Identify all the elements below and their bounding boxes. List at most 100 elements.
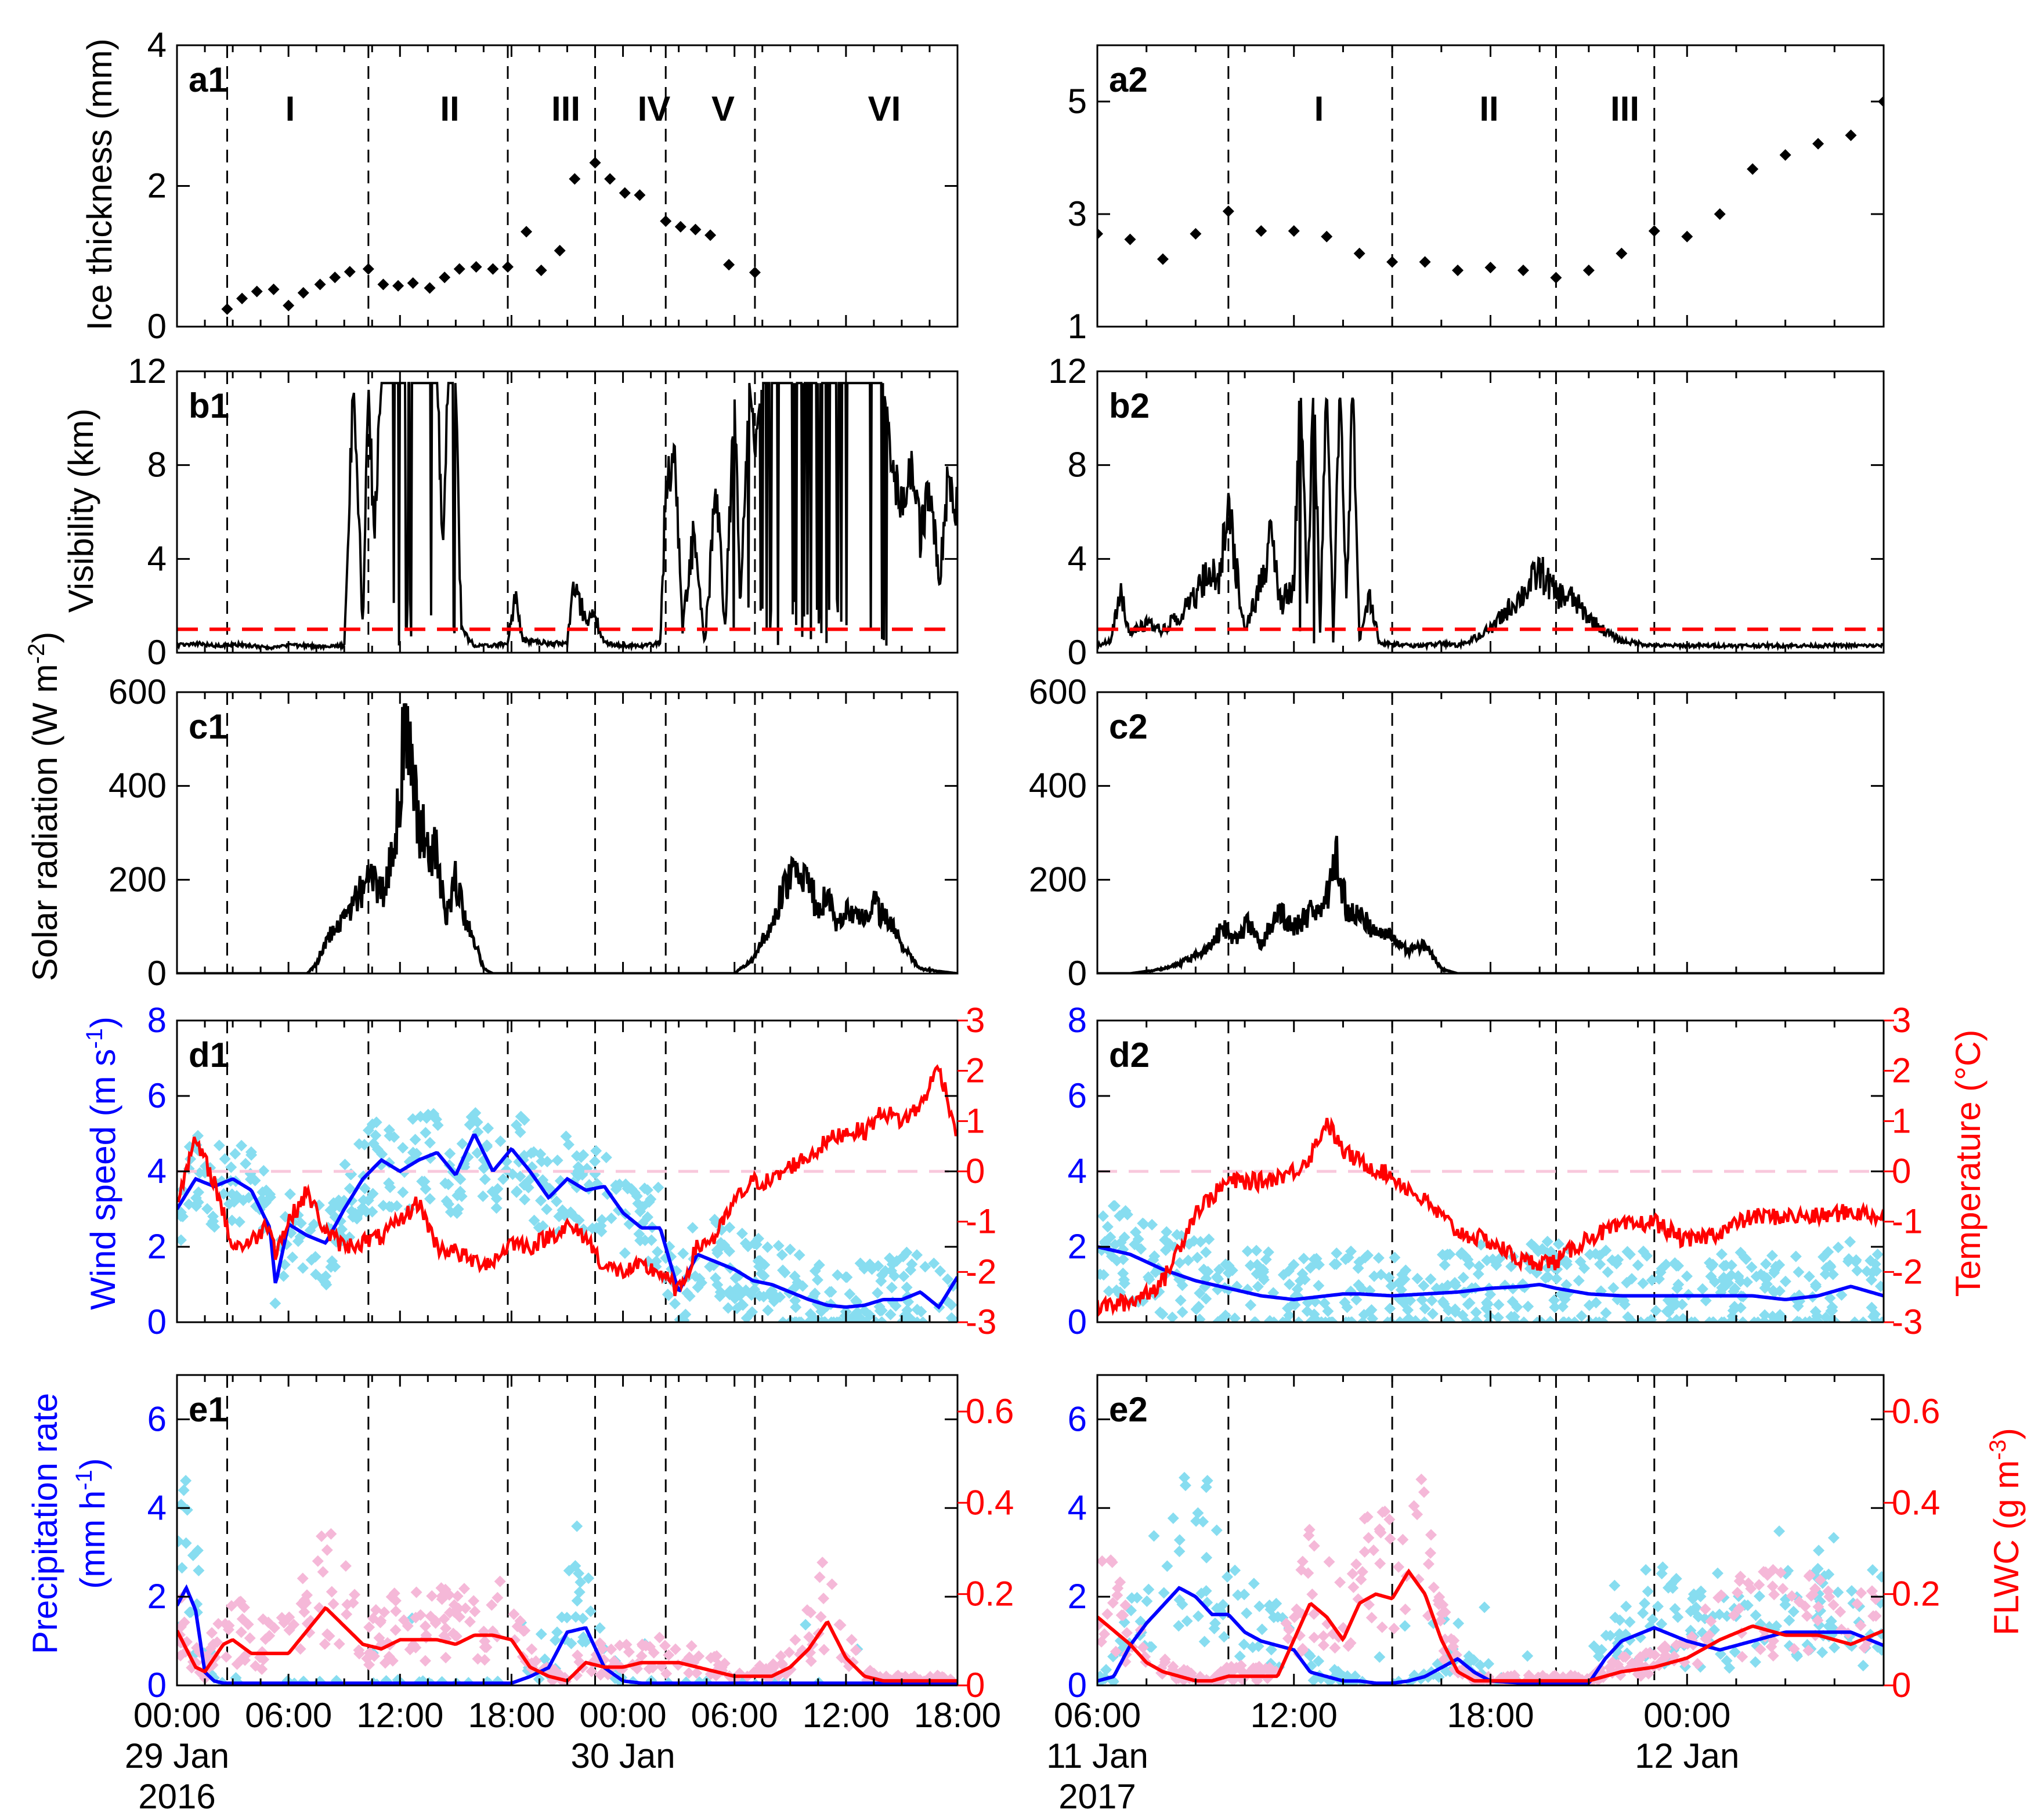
raw-d2-s1-448 (1301, 1305, 1313, 1318)
raw-d2-s1-359 (1552, 1238, 1564, 1250)
raw-d2-s1-407 (1832, 1242, 1844, 1254)
xtick-label-left-1: 06:00 (245, 1696, 332, 1735)
raw-d2-s1-500 (1352, 1262, 1364, 1274)
raw-e1-s2-15 (177, 1649, 187, 1662)
raw-e2-s2-48 (1753, 1579, 1765, 1591)
raw-d1-s1-435 (740, 1284, 752, 1296)
raw-d2-s1-293 (1418, 1316, 1430, 1322)
raw-d2-s1-503 (1490, 1259, 1502, 1271)
raw-d1-s1-48 (677, 1247, 689, 1260)
period-label-a2-2: III (1610, 89, 1639, 128)
ice-point-a2-7 (1321, 230, 1333, 243)
raw-e2-s2-212 (1428, 1582, 1440, 1594)
raw-d1-s1-190 (620, 1178, 632, 1191)
raw-e2-s2-111 (1363, 1598, 1375, 1611)
raw-e1-s1-76 (535, 1628, 547, 1640)
raw-d2-s1-502 (1867, 1311, 1880, 1322)
raw-d2-s1-405 (1108, 1200, 1121, 1212)
raw-d2-s1-370 (1851, 1265, 1863, 1277)
raw-e2-s1-333 (1217, 1598, 1229, 1611)
raw-e1-s2-349 (660, 1667, 673, 1680)
raw-e2-s1-270 (1167, 1512, 1179, 1524)
raw-d1-s1-382 (825, 1316, 837, 1322)
raw-e2-s1-259 (1173, 1545, 1186, 1557)
raw-d1-s1-266 (336, 1223, 348, 1235)
raw-d2-s1-508 (1399, 1316, 1411, 1322)
raw-e1-s2-223 (818, 1593, 830, 1605)
raw-e1-s2-130 (789, 1634, 801, 1646)
raw-e2-s2-129 (1768, 1589, 1780, 1601)
raw-d2-s1-438 (1292, 1316, 1305, 1322)
ice-point-a1-16 (470, 260, 482, 273)
raw-d1-s1-471 (637, 1201, 649, 1213)
panel-label-a2: a2 (1109, 60, 1148, 99)
raw-e2-s1-174 (1134, 1615, 1147, 1627)
raw-e2-s1-184 (1256, 1623, 1268, 1636)
raw-e2-s2-275 (1288, 1611, 1300, 1623)
ytick-label-b1-1: 4 (147, 539, 167, 578)
raw-e2-s2-138 (1297, 1644, 1309, 1656)
raw-e2-s1-358 (1614, 1614, 1626, 1626)
ice-point-a1-25 (619, 187, 631, 199)
raw-e2-s2-107 (1374, 1557, 1386, 1569)
raw-e1-s1-109 (571, 1595, 583, 1607)
raw-d2-s1-231 (1493, 1298, 1505, 1311)
raw-d1-s1-389 (420, 1127, 432, 1139)
raw-d1-s1-84 (740, 1312, 753, 1322)
raw-e2-s2-337 (1617, 1651, 1629, 1663)
raw-d2-s1-447 (1173, 1257, 1186, 1269)
raw-e1-s2-128 (225, 1600, 237, 1612)
raw-e2-s2-136 (1121, 1627, 1133, 1639)
raw-e2-s1-137 (1832, 1586, 1844, 1598)
raw-d1-s1-199 (541, 1203, 553, 1215)
raw-d2-s1-310 (1331, 1247, 1343, 1260)
raw-e1-s2-337 (407, 1638, 420, 1651)
raw-d2-s1-155 (1365, 1304, 1378, 1316)
raw-d1-s1-462 (761, 1241, 774, 1253)
raw-d1-s1-451 (192, 1196, 204, 1208)
raw-e2-s1-91 (1181, 1615, 1193, 1627)
ytick-label-a2-0: 1 (1068, 307, 1087, 346)
plot-area-d2 (1097, 1021, 1884, 1322)
raw-d2-s1-324 (1441, 1279, 1454, 1291)
y2tick-label-d1-6: 3 (966, 1001, 985, 1040)
raw-d2-s1-360 (1393, 1277, 1405, 1289)
y2tick-label-d1-0: -3 (966, 1302, 996, 1341)
ylabel-ice: Ice thickness (mm) (80, 38, 119, 330)
raw-d1-s1-515 (376, 1148, 388, 1160)
raw-d2-s1-312 (1129, 1226, 1141, 1238)
raw-d1-s1-408 (563, 1138, 575, 1150)
panel-label-c2: c2 (1109, 707, 1148, 746)
raw-d1-s1-200 (287, 1251, 299, 1264)
raw-d2-s1-489 (1589, 1248, 1602, 1260)
raw-d1-s1-512 (851, 1306, 863, 1318)
raw-e2-s2-205 (1323, 1556, 1335, 1568)
ytick-label-c2-0: 0 (1068, 954, 1087, 993)
ice-point-a1-3 (268, 283, 280, 295)
raw-d1-s1-509 (397, 1142, 409, 1154)
raw-e2-s1-314 (1201, 1551, 1213, 1564)
ice-point-a1-15 (453, 263, 465, 275)
raw-e1-s2-242 (402, 1620, 414, 1632)
raw-e2-s1-302 (1640, 1564, 1652, 1576)
raw-d2-s1-423 (1182, 1254, 1194, 1267)
ytick-label-b1-3: 12 (128, 352, 167, 390)
raw-d1-s1-499 (418, 1175, 431, 1188)
raw-e2-s1-303 (1685, 1605, 1697, 1618)
raw-e2-s1-185 (1265, 1644, 1277, 1656)
raw-e1-s1-142 (177, 1562, 188, 1574)
raw-d2-s1-394 (1509, 1316, 1522, 1322)
raw-d1-s1-479 (833, 1316, 845, 1322)
raw-d2-s1-519 (1865, 1274, 1877, 1286)
raw-e2-s1-68 (1221, 1571, 1233, 1583)
raw-e2-s1-240 (1324, 1675, 1336, 1685)
raw-d1-s1-45 (736, 1228, 748, 1240)
raw-d1-s1-93 (811, 1274, 823, 1286)
raw-d1-s1-253 (919, 1261, 931, 1273)
raw-d2-s1-66 (1252, 1280, 1264, 1293)
raw-d2-s1-339 (1097, 1269, 1110, 1281)
raw-d2-s1-493 (1157, 1308, 1169, 1320)
ice-point-a1-13 (424, 282, 436, 294)
frame-c1 (176, 691, 959, 975)
raw-d1-s1-508 (559, 1210, 571, 1222)
